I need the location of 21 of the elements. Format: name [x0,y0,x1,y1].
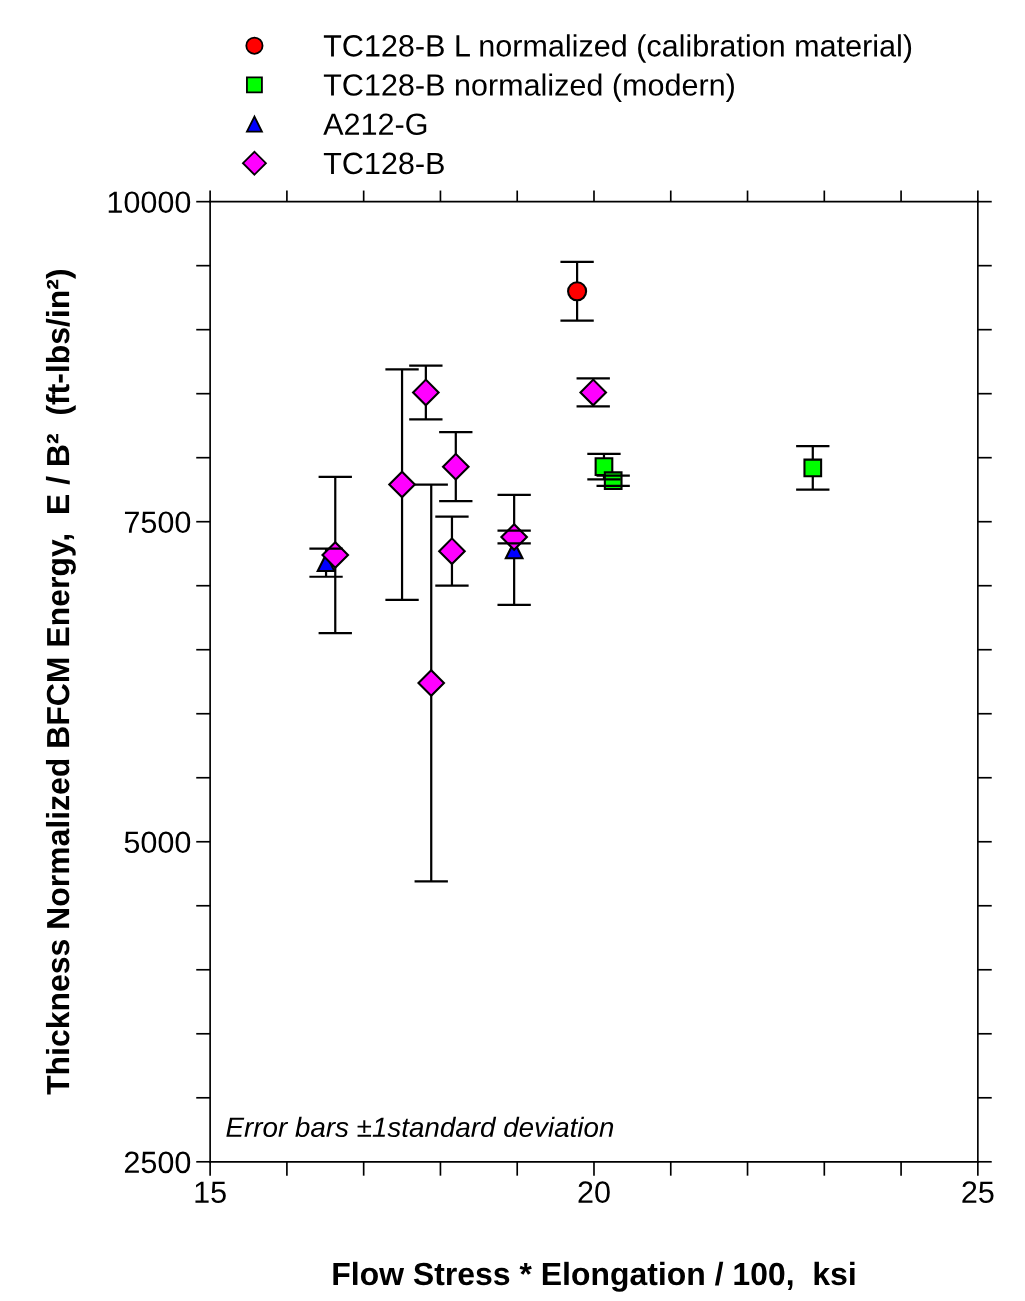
point [417,669,446,697]
point [803,458,823,478]
point [388,470,416,499]
x-axis-title: Flow Stress * Elongation / 100, ksi [333,1261,855,1292]
x-tick-label: 25 [962,1181,994,1203]
legend-label: A212-G [323,113,427,136]
y-axis-title: Thickness Normalized BFCM Energy, E / B² (ft-lbs/in²) [45,270,76,1095]
point [412,378,440,407]
annotation: Error bars ±1standard deviation [226,1116,614,1138]
x-tick-label: 15 [195,1181,226,1203]
legend-label: TC128-B normalized (modern) [323,73,734,102]
point [567,281,588,302]
x-tick-label: 20 [578,1181,610,1203]
y-tick-label: 10000 [108,191,191,214]
point [441,452,470,481]
legend-label: TC128-B L normalized (calibration material) [323,34,912,63]
legend-label: TC128-B [323,152,444,175]
y-tick-label: 5000 [124,831,191,854]
y-tick-label: 7500 [124,511,191,534]
y-tick-label: 2500 [124,1151,191,1174]
point [438,537,466,565]
